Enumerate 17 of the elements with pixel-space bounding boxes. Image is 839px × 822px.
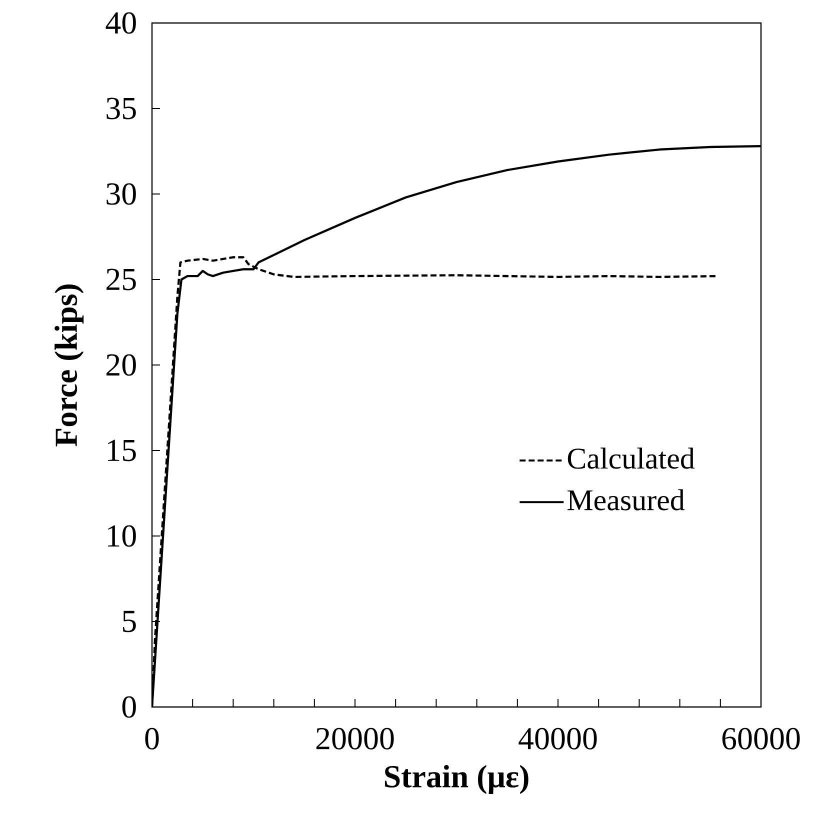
y-tick-label: 40 [106, 12, 136, 34]
x-tick-label: 0 [145, 728, 159, 750]
x-tick-label: 20000 [316, 728, 394, 750]
x-tick-label: 40000 [518, 728, 597, 750]
y-tick-label: 35 [106, 98, 136, 120]
y-tick-label: 20 [106, 354, 136, 376]
y-tick-label: 30 [106, 183, 136, 205]
y-tick-label: 0 [122, 696, 136, 718]
y-axis-title: Force (kips) [54, 284, 84, 446]
y-tick-label: 5 [122, 610, 136, 632]
legend-label: Measured [568, 489, 685, 510]
y-tick-label: 10 [108, 525, 136, 547]
x-axis-title: Strain (με) [384, 764, 528, 794]
y-tick-label: 25 [106, 268, 136, 290]
x-tick-label: 60000 [722, 728, 800, 750]
legend-label: Calculated [568, 448, 695, 469]
y-tick-label: 15 [108, 440, 136, 462]
